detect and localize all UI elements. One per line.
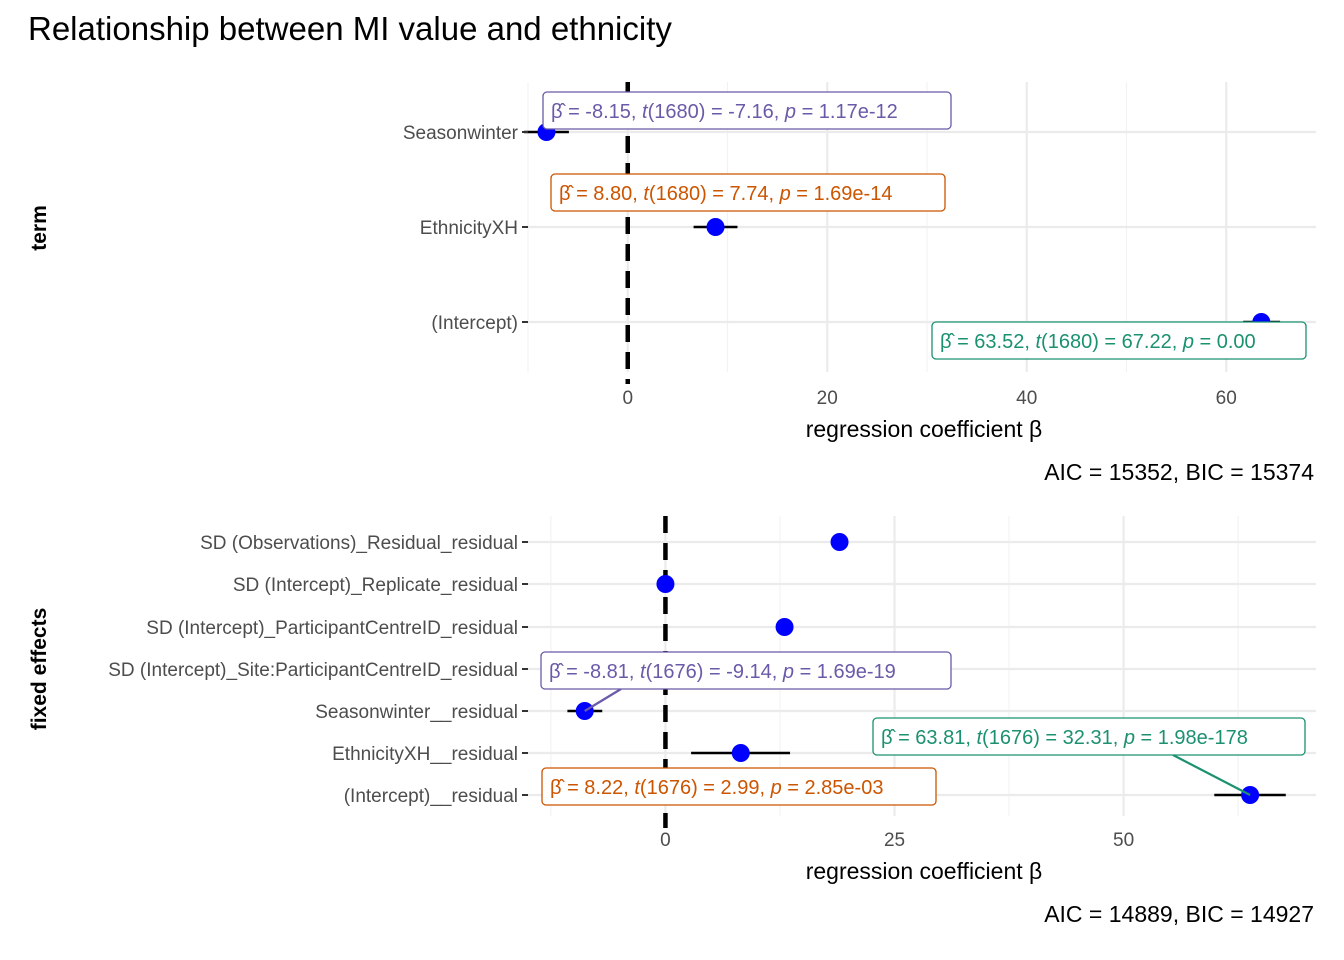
panel-fixed-effects-leader-seasonwinter-residual <box>584 688 622 712</box>
panel-term: β̂ = -8.15, t(1680) = -7.16, p = 1.17e-1… <box>28 82 1316 485</box>
panel-fixed-effects-x-axis-label: regression coefficient β <box>806 858 1043 884</box>
panel-fixed-effects-y-ticks: SD (Observations)_Residual_residual SD (I… <box>108 533 528 807</box>
panel-fixed-effects-leader-intercept-residual <box>1172 754 1251 796</box>
panel-fixed-effects-label-box <box>872 717 1306 756</box>
panel-fixed-effects-y-tick-intercept-residual: (Intercept)__residual <box>344 786 518 807</box>
panel-term-y-tick-seasonwinter: Seasonwinter <box>403 123 519 144</box>
panel-fixed-effects-x-tick-label: 50 <box>1113 830 1134 851</box>
panel-term-x-axis-label: regression coefficient β <box>806 416 1043 442</box>
panel-term-x-tick-label: 0 <box>622 388 633 409</box>
panel-fixed-effects-points <box>575 533 1260 804</box>
panel-fixed-effects-x-ticks: 0 25 50 <box>660 830 1134 851</box>
panel-fixed-effects-y-tick-sd-intercept-participantcentreid-residual: SD (Intercept)_ParticipantCentreID_resid… <box>146 618 518 639</box>
panel-term-label-text: β̂ = 8.80, t(1680) = 7.74, p = 1.69e-14 <box>559 183 892 205</box>
panel-term-label-text: β̂ = 63.52, t(1680) = 67.22, p = 0.00 <box>940 331 1256 353</box>
panel-term-x-ticks: 0 20 40 60 <box>622 388 1236 409</box>
panel-fixed-effects-fit-stats: AIC = 14889, BIC = 14927 <box>1044 901 1314 927</box>
panel-fixed-effects-y-tick-sd-intercept-replicate-residual: SD (Intercept)_Replicate_residual <box>233 575 518 596</box>
chart-title: Relationship between MI value and ethnic… <box>28 10 672 47</box>
panel-fixed-effects-y-tick-seasonwinter-residual: Seasonwinter__residual <box>315 702 518 723</box>
panel-term-x-tick-label: 60 <box>1216 388 1237 409</box>
panel-fixed-effects-point-ethnicityxh-residual <box>731 744 750 762</box>
panel-fixed-effects-y-tick-sd-intercept-site-participantcentreid-residual: SD (Intercept)_Site:ParticipantCentreID_… <box>108 660 518 681</box>
panel-term-y-tick-ethnicityxh: EthnicityXH <box>420 218 518 239</box>
panel-fixed-effects-label-seasonwinter-residual: β̂ = -8.81, t(1676) = -9.14, p = 1.69e-1… <box>540 651 952 712</box>
panel-term-y-tick-intercept: (Intercept) <box>431 313 518 334</box>
panel-term-labels: β̂ = -8.15, t(1680) = -7.16, p = 1.17e-1… <box>542 91 1307 360</box>
panel-term-x-tick-label: 20 <box>817 388 838 409</box>
panel-term-x-tick-label: 40 <box>1016 388 1037 409</box>
panel-fixed-effects-label-box <box>540 651 952 690</box>
panel-fixed-effects-label-text: β̂ = -8.81, t(1676) = -9.14, p = 1.69e-1… <box>549 661 896 683</box>
panel-fixed-effects-x-tick-label: 25 <box>884 830 905 851</box>
panel-term-fit-stats: AIC = 15352, BIC = 15374 <box>1044 459 1314 485</box>
panel-fixed-effects: β̂ = -8.81, t(1676) = -9.14, p = 1.69e-1… <box>28 516 1316 927</box>
panel-fixed-effects-labels: β̂ = -8.81, t(1676) = -9.14, p = 1.69e-1… <box>540 651 1306 806</box>
panel-fixed-effects-label-ethnicityxh-residual: β̂ = 8.22, t(1676) = 2.99, p = 2.85e-03 <box>541 767 937 806</box>
panel-fixed-effects-label-intercept-residual: β̂ = 63.81, t(1676) = 32.31, p = 1.98e-1… <box>872 717 1306 796</box>
panel-fixed-effects-x-tick-label: 0 <box>660 830 671 851</box>
panel-term-y-axis-label: term <box>28 205 51 251</box>
panel-term-label-ethnicityxh: β̂ = 8.80, t(1680) = 7.74, p = 1.69e-14 <box>550 173 946 212</box>
panel-term-label-text: β̂ = -8.15, t(1680) = -7.16, p = 1.17e-1… <box>551 101 898 123</box>
panel-fixed-effects-point-sd-intercept-participantcentreid-residual <box>775 618 794 636</box>
panel-fixed-effects-y-axis-label: fixed effects <box>28 608 51 731</box>
panel-term-label-box <box>931 321 1307 360</box>
panel-fixed-effects-point-sd-intercept-replicate-residual <box>656 575 675 593</box>
panel-term-label-seasonwinter: β̂ = -8.15, t(1680) = -7.16, p = 1.17e-1… <box>542 91 952 130</box>
panel-term-label-intercept: β̂ = 63.52, t(1680) = 67.22, p = 0.00 <box>931 321 1307 360</box>
panel-term-y-ticks: Seasonwinter EthnicityXH (Intercept) <box>403 123 528 334</box>
panel-fixed-effects-label-box <box>541 767 937 806</box>
panel-fixed-effects-label-text: β̂ = 63.81, t(1676) = 32.31, p = 1.98e-1… <box>881 727 1248 749</box>
panel-term-label-box <box>550 173 946 212</box>
panel-fixed-effects-label-text: β̂ = 8.22, t(1676) = 2.99, p = 2.85e-03 <box>550 777 883 799</box>
panel-term-point-ethnicityxh <box>706 218 725 236</box>
panel-fixed-effects-y-tick-sd-observations-residual-residual: SD (Observations)_Residual_residual <box>200 533 518 554</box>
panel-fixed-effects-y-tick-ethnicityxh-residual: EthnicityXH__residual <box>332 744 518 765</box>
panel-term-label-box <box>542 91 952 130</box>
panel-fixed-effects-point-sd-observations-residual-residual <box>830 533 849 551</box>
